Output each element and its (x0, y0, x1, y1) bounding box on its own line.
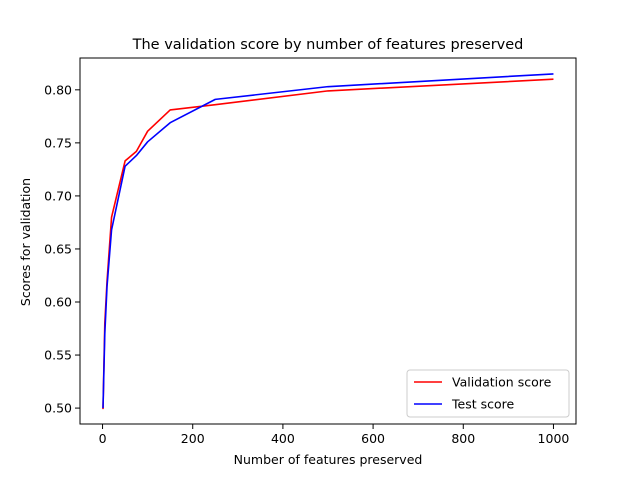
axes-frame (79, 57, 577, 425)
y-tick-label: 0.55 (44, 348, 72, 363)
x-tick-label: 0 (99, 431, 107, 446)
y-tick-label: 0.75 (44, 135, 72, 150)
y-tick-label: 0.70 (44, 188, 72, 203)
legend-label: Validation score (452, 375, 552, 390)
x-tick-label: 600 (361, 431, 385, 446)
series-line-test-score (102, 73, 554, 409)
x-tick-label: 200 (181, 431, 205, 446)
y-tick-label: 0.50 (44, 401, 72, 416)
y-tick-label: 0.65 (44, 241, 72, 256)
plot-area: 0 200 400 600 800 1000 0.50 0.55 0.60 0.65 0.70 0.7… (44, 57, 577, 446)
x-tick-label: 1000 (538, 431, 570, 446)
y-tick-label: 0.60 (44, 295, 72, 310)
legend: Validation score Test score (406, 369, 570, 418)
y-axis-label: Scores for validation (18, 178, 33, 306)
legend-label: Test score (451, 397, 514, 412)
x-tick-label: 400 (271, 431, 295, 446)
x-tick-label: 800 (451, 431, 475, 446)
y-tick-label: 0.80 (44, 82, 72, 97)
chart-title: The validation score by number of featur… (132, 37, 524, 53)
legend-box (406, 369, 570, 418)
x-axis-label: Number of features preserved (234, 452, 423, 467)
